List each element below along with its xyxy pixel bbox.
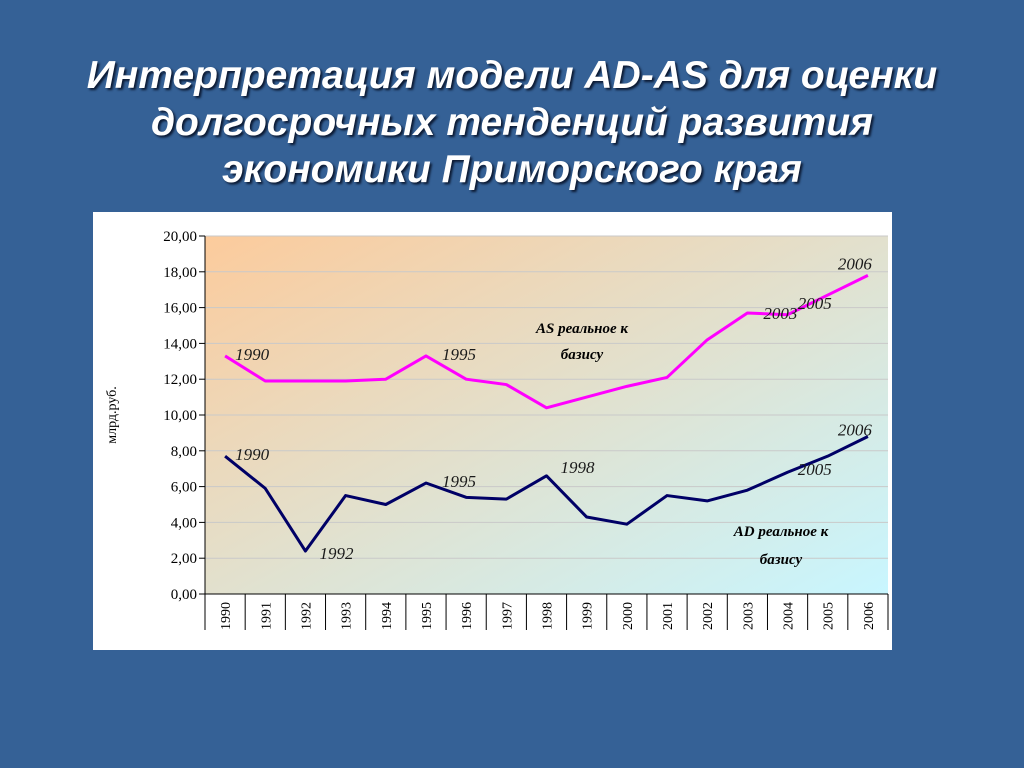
ad-point-label-1992: 1992	[319, 544, 354, 563]
y-tick-label: 8,00	[171, 444, 197, 460]
ad-point-label-2005: 2005	[798, 460, 832, 479]
x-tick-label: 1991	[259, 602, 274, 630]
ad-series-label-line-1: AD реальное к	[733, 524, 829, 540]
y-tick-label: 0,00	[171, 587, 197, 603]
x-tick-label: 2006	[862, 602, 877, 630]
as-point-label-2006: 2006	[838, 254, 873, 273]
y-tick-label: 10,00	[163, 408, 197, 424]
ad-series-label-line-2: базису	[760, 552, 803, 568]
x-tick-label: 1992	[299, 602, 314, 630]
as-point-label-1990: 1990	[235, 345, 270, 364]
as-point-label-2005: 2005	[798, 294, 832, 313]
as-series-label-line-2: базису	[561, 347, 604, 363]
ad-series-line	[224, 435, 869, 553]
y-tick-label: 12,00	[163, 372, 197, 388]
y-tick-label: 14,00	[163, 336, 197, 352]
x-tick-label: 1998	[541, 602, 556, 630]
x-tick-label: 2003	[741, 602, 756, 630]
x-tick-label: 1995	[420, 602, 435, 630]
ad-point-label-1998: 1998	[561, 458, 596, 477]
x-tick-label: 1999	[581, 602, 596, 630]
ad-point-label-1995: 1995	[442, 472, 476, 491]
y-tick-label: 4,00	[171, 515, 197, 531]
slide-title-line-1: Интерпретация модели AD-AS для оценки	[86, 54, 938, 97]
slide-title: Интерпретация модели AD-AS для оценки до…	[0, 52, 1024, 193]
x-tick-label: 2004	[782, 602, 797, 630]
line-chart: 0,00 2,00 4,00 6,00 8,00 10,00 12,00 14,00 16,00…	[105, 229, 889, 630]
slide-title-line-2: долгосрочных тенденций развития	[150, 101, 874, 144]
x-tick-label: 1997	[500, 602, 515, 630]
as-series-line	[224, 274, 869, 410]
x-tick-label: 1994	[380, 602, 395, 630]
x-tick-label: 1993	[340, 602, 355, 630]
x-tick-label: 1996	[460, 602, 475, 630]
chart-card: 0,00 2,00 4,00 6,00 8,00 10,00 12,00 14,00 16,00…	[93, 212, 892, 650]
x-tick-label: 2001	[661, 602, 676, 630]
y-tick-label: 20,00	[163, 229, 197, 245]
x-tick-label: 2005	[822, 602, 837, 630]
y-tick-label: 2,00	[171, 551, 197, 567]
x-tick-label: 2002	[701, 602, 716, 630]
as-point-label-1995: 1995	[442, 345, 476, 364]
as-point-label-2003: 2003	[763, 304, 797, 323]
ad-point-label-2006: 2006	[838, 420, 873, 439]
x-tick-label: 2000	[621, 602, 636, 630]
y-axis-label: млрд.руб.	[105, 386, 120, 444]
ad-point-label-1990: 1990	[235, 445, 270, 464]
slide-title-line-3: экономики Приморского края	[222, 148, 802, 191]
x-tick-label: 1990	[219, 602, 234, 630]
y-tick-label: 18,00	[163, 265, 197, 281]
y-tick-label: 6,00	[171, 480, 197, 496]
y-tick-label: 16,00	[163, 301, 197, 317]
as-series-label-line-1: AS реальное к	[535, 321, 628, 337]
